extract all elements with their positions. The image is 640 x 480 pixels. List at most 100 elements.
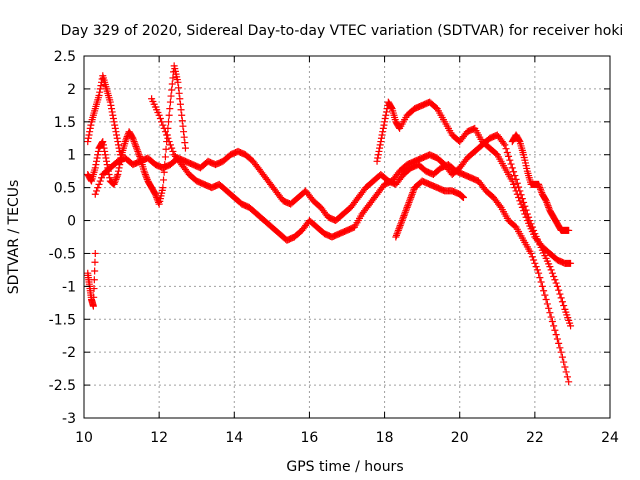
data-point — [373, 157, 381, 165]
data-point — [565, 226, 573, 234]
data-point — [169, 147, 177, 155]
data-point — [94, 184, 102, 192]
data-point — [376, 144, 384, 152]
data-point — [496, 202, 504, 210]
data-point — [168, 80, 176, 88]
data-point — [103, 161, 111, 169]
data-point — [407, 194, 415, 202]
chart-title: Day 329 of 2020, Sidereal Day-to-day VTE… — [61, 23, 624, 39]
y-tick-label: -2 — [62, 345, 76, 361]
data-point — [121, 138, 129, 146]
data-point — [550, 322, 558, 330]
data-point — [515, 136, 523, 144]
data-point — [95, 180, 103, 188]
data-point — [404, 202, 412, 210]
data-point — [103, 157, 111, 165]
data-point — [547, 313, 555, 321]
data-point — [175, 84, 183, 92]
data-point — [142, 172, 150, 180]
data-point — [543, 198, 551, 206]
data-point — [545, 203, 553, 211]
data-point — [114, 167, 122, 175]
data-point — [92, 161, 100, 169]
data-point — [555, 339, 563, 347]
data-point — [511, 184, 519, 192]
data-point — [180, 128, 188, 136]
data-point — [96, 85, 104, 93]
data-point — [406, 197, 414, 205]
data-point — [535, 269, 543, 277]
data-point — [392, 233, 400, 241]
data-point — [101, 151, 109, 159]
data-point — [503, 149, 511, 157]
data-point — [134, 147, 142, 155]
data-point — [93, 154, 101, 162]
data-point — [565, 378, 573, 386]
data-point — [553, 282, 561, 290]
data-point — [112, 175, 120, 183]
data-point — [160, 124, 168, 132]
data-point — [161, 128, 169, 136]
data-point — [99, 138, 107, 146]
data-point — [542, 296, 550, 304]
data-point — [123, 134, 131, 142]
x-tick-label: 12 — [150, 430, 168, 446]
x-tick-label: 14 — [225, 430, 243, 446]
data-point — [510, 180, 518, 188]
y-tick-label: -1 — [62, 279, 76, 295]
y-tick-label: 2 — [67, 82, 76, 98]
data-point — [535, 180, 543, 188]
data-point — [180, 133, 188, 141]
data-point — [543, 200, 551, 208]
data-point — [459, 194, 467, 202]
data-point — [537, 278, 545, 286]
data-point — [382, 108, 390, 116]
data-point — [93, 157, 101, 165]
data-point — [506, 156, 514, 164]
data-point — [101, 147, 109, 155]
data-point — [141, 169, 149, 177]
y-tick-label: 2.5 — [54, 49, 76, 65]
data-point — [113, 131, 121, 139]
plot-frame — [83, 55, 611, 419]
data-point — [393, 230, 401, 238]
data-point — [508, 164, 516, 172]
series-sat-g — [392, 177, 467, 241]
data-point — [133, 146, 141, 154]
data-point — [85, 131, 93, 139]
data-point — [408, 190, 416, 198]
data-point — [543, 300, 551, 308]
data-point — [546, 309, 554, 317]
data-point — [394, 226, 402, 234]
data-point — [89, 302, 97, 310]
data-point — [111, 124, 119, 132]
data-point — [111, 121, 119, 129]
data-point — [510, 168, 518, 176]
data-point — [178, 111, 186, 119]
data-point — [84, 138, 92, 146]
data-point — [106, 98, 114, 106]
data-point — [140, 167, 148, 175]
data-point — [511, 172, 519, 180]
data-point — [168, 144, 176, 152]
data-point — [93, 187, 101, 195]
grid — [84, 56, 610, 418]
data-point — [110, 180, 118, 188]
y-tick-label: -0.5 — [49, 246, 76, 262]
series-sat-d — [91, 147, 573, 386]
data-point — [165, 118, 173, 126]
data-point — [113, 134, 121, 142]
data-point — [90, 293, 98, 301]
x-tick-label: 24 — [601, 430, 619, 446]
data-point — [558, 353, 566, 361]
data-point — [98, 174, 106, 182]
data-point — [100, 144, 108, 152]
data-point — [397, 218, 405, 226]
x-tick-label: 20 — [451, 430, 469, 446]
data-point — [86, 124, 94, 132]
data-point — [520, 207, 528, 215]
data-point — [536, 184, 544, 192]
y-axis-label: SDTVAR / TECUs — [6, 180, 22, 295]
data-point — [379, 128, 387, 136]
data-point — [158, 118, 166, 126]
